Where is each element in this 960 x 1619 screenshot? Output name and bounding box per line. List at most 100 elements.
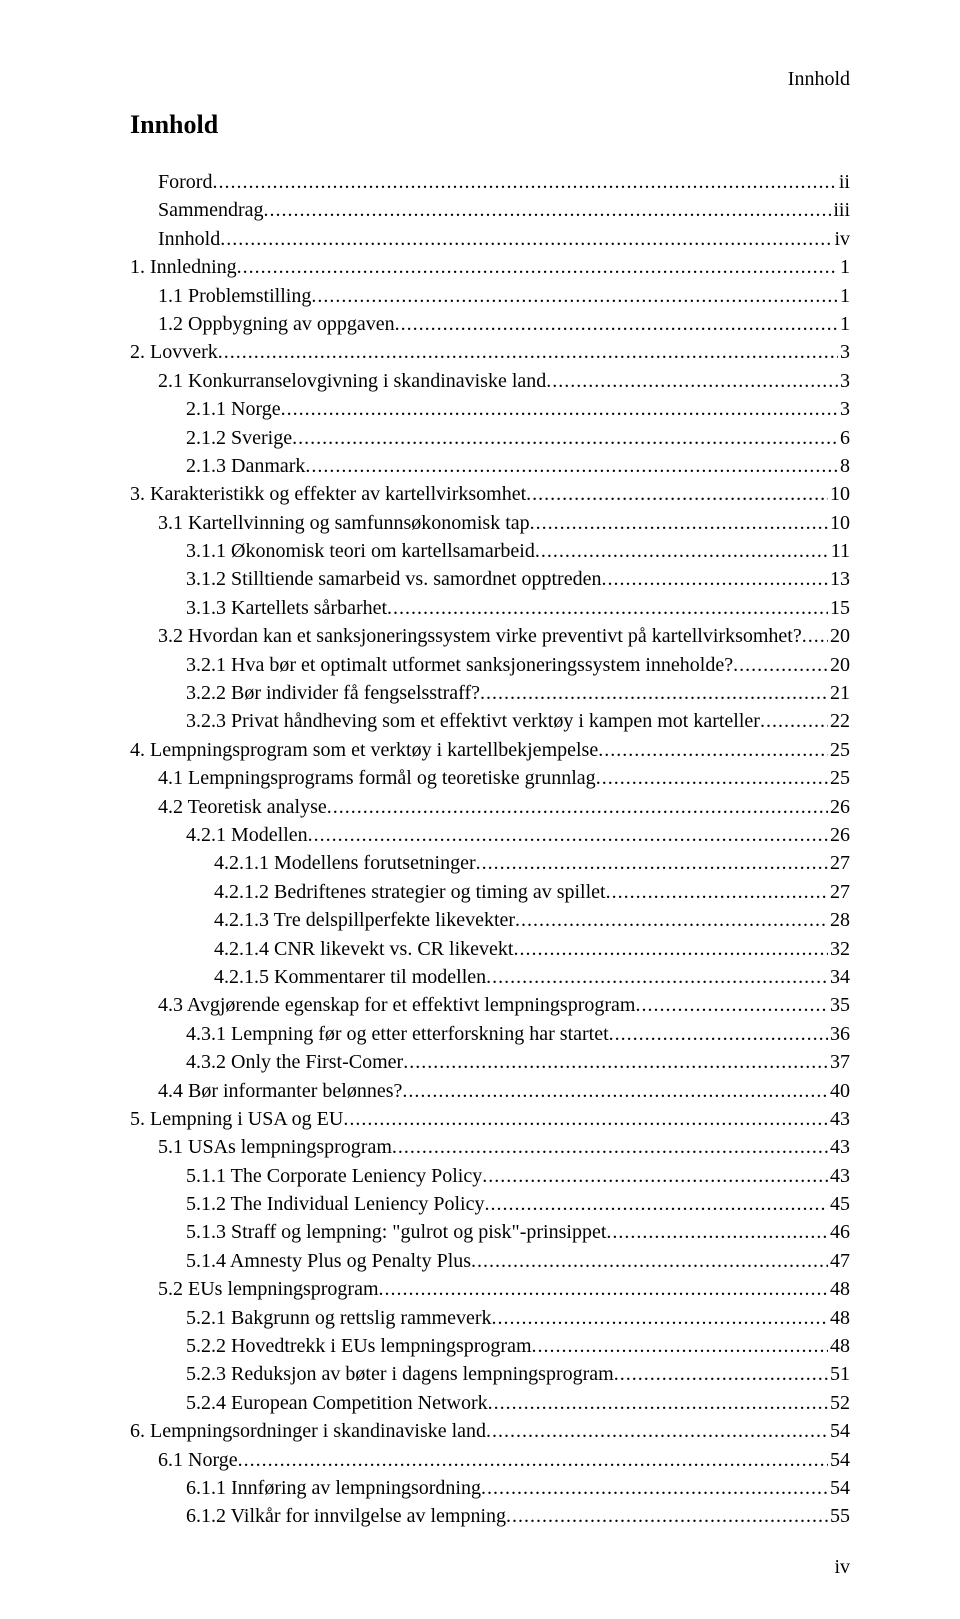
toc-leader-dots: [402, 1077, 828, 1105]
toc-entry-label: 4.2 Teoretisk analyse: [158, 793, 327, 821]
toc-entry-page: 20: [828, 651, 850, 679]
toc-entry-page: ii: [837, 168, 850, 196]
toc-entry: 6.1 Norge54: [130, 1446, 850, 1474]
toc-entry-label: 4.2.1 Modellen: [186, 821, 308, 849]
toc-entry: 6. Lempningsordninger i skandinaviske la…: [130, 1417, 850, 1445]
toc-entry-page: iv: [832, 225, 850, 253]
toc-leader-dots: [480, 679, 828, 707]
toc-entry-label: 4.3 Avgjørende egenskap for et effektivt…: [158, 991, 635, 1019]
toc-entry-label: 6.1.2 Vilkår for innvilgelse av lempning: [186, 1502, 506, 1530]
toc-entry: 4.4 Bør informanter belønnes? 40: [130, 1077, 850, 1105]
toc-leader-dots: [327, 793, 828, 821]
toc-entry: 5.1.4 Amnesty Plus og Penalty Plus47: [130, 1247, 850, 1275]
toc-leader-dots: [532, 1332, 829, 1360]
toc-entry: 4.3.1 Lempning før og etter etterforskni…: [130, 1020, 850, 1048]
toc-entry: 2.1.2 Sverige6: [130, 424, 850, 452]
toc-entry-label: 3.1.1 Økonomisk teori om kartellsamarbei…: [186, 537, 535, 565]
toc-entry-page: 13: [828, 565, 850, 593]
toc-entry: 5.1 USAs lempningsprogram43: [130, 1133, 850, 1161]
toc-entry: 5.2.1 Bakgrunn og rettslig rammeverk48: [130, 1304, 850, 1332]
document-page: Innhold Innhold ForordiiSammendragiiiInn…: [0, 0, 960, 1619]
toc-entry-label: 3.2.3 Privat håndheving som et effektivt…: [186, 707, 760, 735]
toc-entry: 3.2.1 Hva bør et optimalt utformet sanks…: [130, 651, 850, 679]
toc-entry-label: 1.1 Problemstilling: [158, 282, 311, 310]
toc-entry-label: 4.2.1.5 Kommentarer til modellen: [214, 963, 486, 991]
toc-entry-label: 3.2.1 Hva bør et optimalt utformet sanks…: [186, 651, 733, 679]
toc-entry-label: 6.1.1 Innføring av lempningsordning: [186, 1474, 481, 1502]
toc-leader-dots: [305, 452, 838, 480]
toc-entry: 5.2.3 Reduksjon av bøter i dagens lempni…: [130, 1360, 850, 1388]
toc-entry-label: 6. Lempningsordninger i skandinaviske la…: [130, 1417, 486, 1445]
toc-entry-page: 20: [828, 622, 850, 650]
toc-entry: 4.2.1.3 Tre delspillperfekte likevekter2…: [130, 906, 850, 934]
toc-leader-dots: [387, 594, 828, 622]
toc-leader-dots: [609, 1020, 828, 1048]
toc-entry-label: 3.1 Kartellvinning og samfunnsøkonomisk …: [158, 509, 530, 537]
toc-leader-dots: [476, 849, 828, 877]
toc-entry-page: 21: [828, 679, 850, 707]
toc-entry-label: 5.2.4 European Competition Network: [186, 1389, 488, 1417]
toc-entry: 5.1.3 Straff og lempning: "gulrot og pis…: [130, 1218, 850, 1246]
toc-entry: 4.3.2 Only the First-Comer37: [130, 1048, 850, 1076]
toc-entry: 3.2.2 Bør individer få fengselsstraff? 21: [130, 679, 850, 707]
toc-entry: 4.2.1.4 CNR likevekt vs. CR likevekt32: [130, 935, 850, 963]
toc-entry-label: 5.2.2 Hovedtrekk i EUs lempningsprogram: [186, 1332, 532, 1360]
toc-entry: 4.2.1.2 Bedriftenes strategier og timing…: [130, 878, 850, 906]
toc-entry-page: 52: [828, 1389, 850, 1417]
toc-entry: 5. Lempning i USA og EU43: [130, 1105, 850, 1133]
toc-entry-page: 54: [828, 1446, 850, 1474]
toc-leader-dots: [488, 1389, 828, 1417]
toc-entry: 5.2.4 European Competition Network 52: [130, 1389, 850, 1417]
toc-entry: 4.1 Lempningsprograms formål og teoretis…: [130, 764, 850, 792]
toc-entry-page: 8: [838, 452, 850, 480]
toc-entry-label: 3.2.2 Bør individer få fengselsstraff?: [186, 679, 480, 707]
toc-entry-label: 2. Lovverk: [130, 338, 218, 366]
toc-leader-dots: [403, 1048, 828, 1076]
toc-entry-page: 15: [828, 594, 850, 622]
toc-entry: 3.2 Hvordan kan et sanksjoneringssystem …: [130, 622, 850, 650]
toc-entry-page: 51: [828, 1360, 850, 1388]
toc-leader-dots: [492, 1304, 829, 1332]
toc-entry-label: Sammendrag: [158, 196, 264, 224]
toc-entry: Sammendragiii: [130, 196, 850, 224]
toc-leader-dots: [395, 310, 838, 338]
toc-entry-label: 4.3.2 Only the First-Comer: [186, 1048, 403, 1076]
toc-entry-page: 1: [838, 253, 850, 281]
toc-entry-label: 4.1 Lempningsprograms formål og teoretis…: [158, 764, 596, 792]
toc-leader-dots: [264, 196, 832, 224]
toc-leader-dots: [379, 1275, 828, 1303]
toc-entry: 1. Innledning 1: [130, 253, 850, 281]
page-number: iv: [834, 1556, 850, 1579]
toc-leader-dots: [802, 622, 828, 650]
toc-entry: 2. Lovverk 3: [130, 338, 850, 366]
toc-entry-label: Innhold: [158, 225, 220, 253]
page-header-label: Innhold: [788, 68, 850, 91]
toc-leader-dots: [635, 991, 828, 1019]
toc-entry-label: 4.4 Bør informanter belønnes?: [158, 1077, 402, 1105]
toc-entry-label: 4.2.1.4 CNR likevekt vs. CR likevekt: [214, 935, 513, 963]
toc-entry-page: 3: [838, 395, 850, 423]
toc-leader-dots: [218, 338, 838, 366]
toc-entry-page: 34: [828, 963, 850, 991]
toc-entry: 4.2.1.5 Kommentarer til modellen 34: [130, 963, 850, 991]
toc-entry: 5.1.1 The Corporate Leniency Policy43: [130, 1162, 850, 1190]
toc-leader-dots: [513, 935, 828, 963]
toc-leader-dots: [311, 282, 838, 310]
toc-entry-label: 3.1.3 Kartellets sårbarhet: [186, 594, 387, 622]
toc-leader-dots: [614, 1360, 828, 1388]
toc-entry-label: 5.2 EUs lempningsprogram: [158, 1275, 379, 1303]
toc-entry-label: 2.1.3 Danmark: [186, 452, 305, 480]
toc-entry-page: 36: [828, 1020, 850, 1048]
toc-entry: 4.3 Avgjørende egenskap for et effektivt…: [130, 991, 850, 1019]
toc-entry-label: 3.2 Hvordan kan et sanksjoneringssystem …: [158, 622, 802, 650]
toc-entry-label: 1. Innledning: [130, 253, 237, 281]
toc-leader-dots: [606, 1218, 828, 1246]
toc-entry: 6.1.1 Innføring av lempningsordning54: [130, 1474, 850, 1502]
toc-entry-label: 4.3.1 Lempning før og etter etterforskni…: [186, 1020, 609, 1048]
toc-leader-dots: [486, 963, 828, 991]
toc-leader-dots: [733, 651, 828, 679]
toc-entry-page: 40: [828, 1077, 850, 1105]
toc-entry-label: 4.2.1.2 Bedriftenes strategier og timing…: [214, 878, 606, 906]
toc-entry-label: 2.1.2 Sverige: [186, 424, 292, 452]
toc-entry-page: 3: [838, 338, 850, 366]
